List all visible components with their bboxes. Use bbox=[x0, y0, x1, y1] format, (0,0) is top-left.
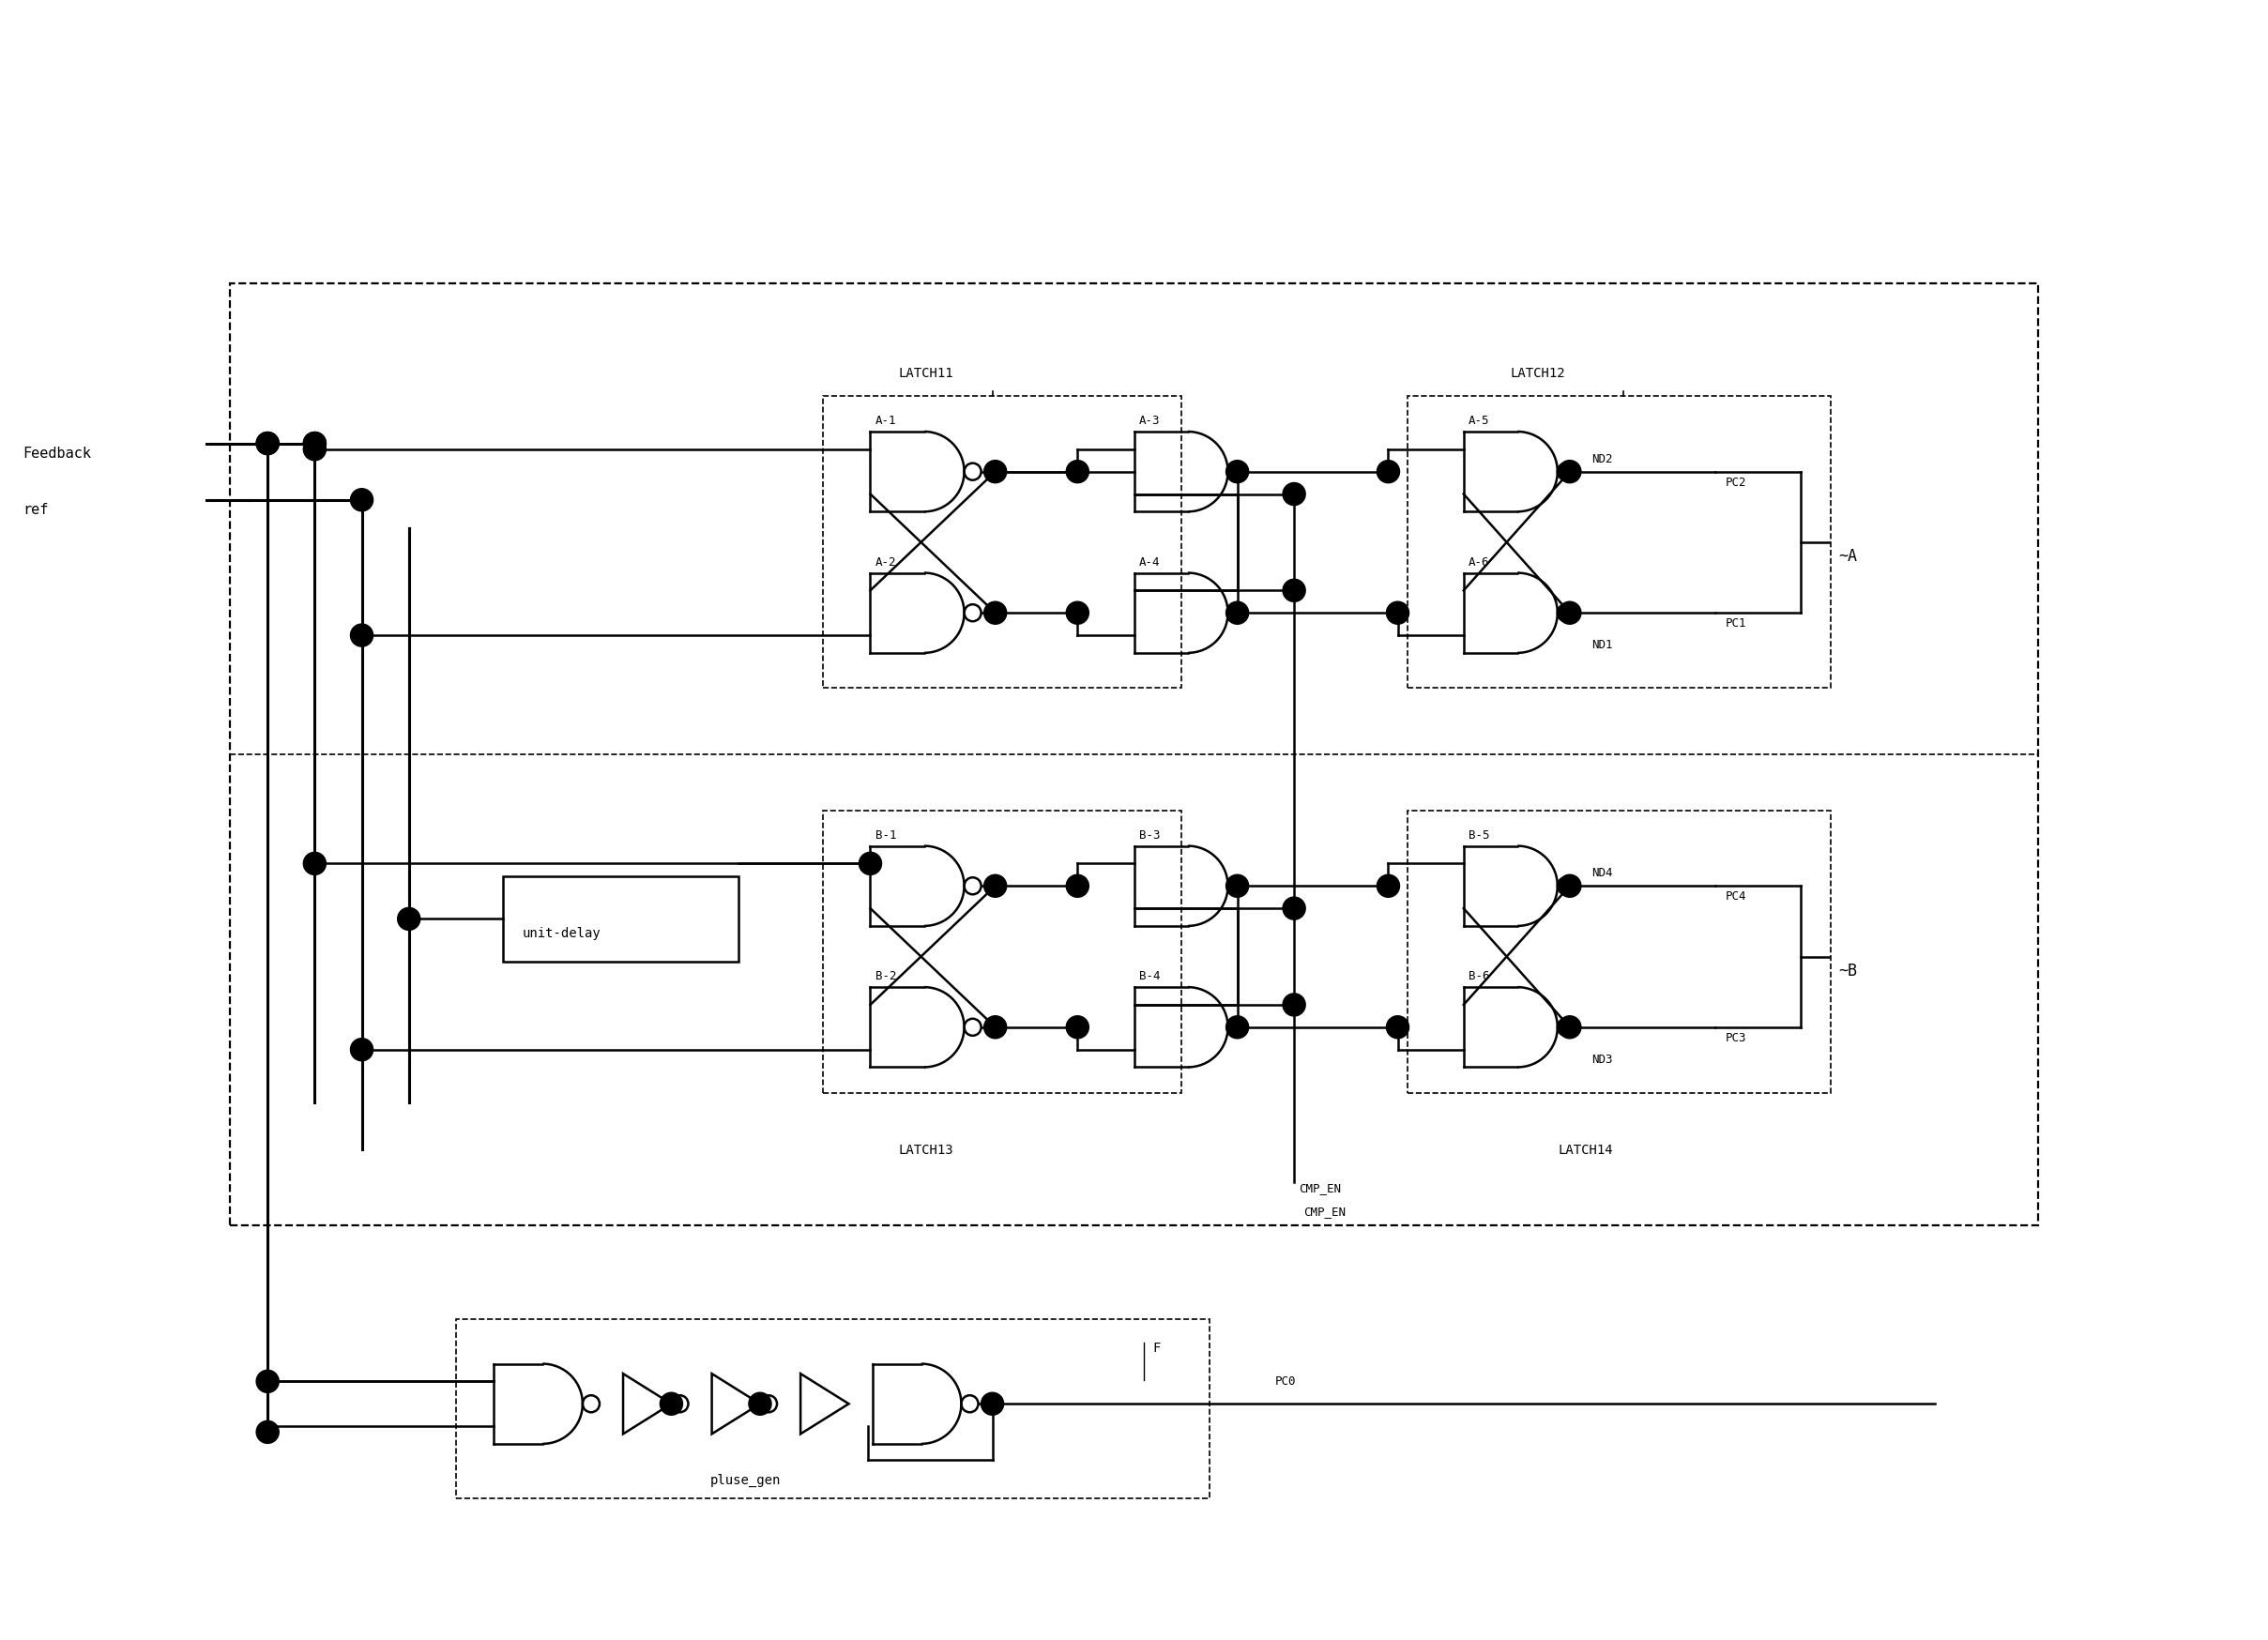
Circle shape bbox=[1227, 874, 1250, 897]
Circle shape bbox=[1558, 874, 1581, 897]
Text: ~B: ~B bbox=[1837, 963, 1857, 979]
Circle shape bbox=[1066, 1015, 1089, 1038]
Circle shape bbox=[748, 1392, 771, 1415]
Circle shape bbox=[304, 431, 327, 454]
Bar bbox=[1406, 397, 1830, 689]
Text: ND1: ND1 bbox=[1592, 640, 1613, 651]
Text: B-3: B-3 bbox=[1139, 828, 1159, 841]
Circle shape bbox=[1558, 461, 1581, 482]
Text: F: F bbox=[1152, 1342, 1161, 1355]
Circle shape bbox=[256, 1369, 279, 1392]
Bar bbox=[823, 810, 1182, 1094]
Text: PC0: PC0 bbox=[1275, 1376, 1297, 1387]
Text: Feedback: Feedback bbox=[23, 446, 91, 461]
Text: A-1: A-1 bbox=[875, 415, 896, 426]
Circle shape bbox=[304, 431, 327, 454]
Text: B-1: B-1 bbox=[875, 828, 896, 841]
Text: LATCH12: LATCH12 bbox=[1510, 367, 1565, 380]
Circle shape bbox=[1377, 874, 1399, 897]
Text: pluse_gen: pluse_gen bbox=[710, 1473, 780, 1487]
Bar bbox=[229, 284, 2039, 1225]
Circle shape bbox=[304, 438, 327, 461]
Circle shape bbox=[1377, 461, 1399, 482]
Text: B-6: B-6 bbox=[1467, 971, 1490, 982]
Circle shape bbox=[1227, 461, 1250, 482]
Text: B-2: B-2 bbox=[875, 971, 896, 982]
Text: B-5: B-5 bbox=[1467, 828, 1490, 841]
Circle shape bbox=[1284, 579, 1306, 602]
Text: ~A: ~A bbox=[1837, 548, 1857, 564]
Circle shape bbox=[256, 431, 279, 454]
Text: A-6: A-6 bbox=[1467, 556, 1490, 567]
Bar bbox=[456, 1319, 1209, 1497]
Circle shape bbox=[1558, 602, 1581, 625]
Circle shape bbox=[256, 431, 279, 454]
Circle shape bbox=[1227, 1015, 1250, 1038]
Circle shape bbox=[397, 907, 420, 930]
Circle shape bbox=[1558, 1015, 1581, 1038]
Text: LATCH14: LATCH14 bbox=[1558, 1145, 1613, 1158]
Text: A-4: A-4 bbox=[1139, 556, 1159, 567]
Text: PC2: PC2 bbox=[1726, 476, 1746, 489]
Text: CMP_EN: CMP_EN bbox=[1300, 1182, 1340, 1196]
Circle shape bbox=[352, 1038, 372, 1061]
Circle shape bbox=[1066, 461, 1089, 482]
Circle shape bbox=[660, 1392, 683, 1415]
Circle shape bbox=[352, 489, 372, 512]
Text: unit-delay: unit-delay bbox=[522, 927, 601, 940]
Circle shape bbox=[352, 623, 372, 646]
Circle shape bbox=[256, 1420, 279, 1443]
Bar bbox=[503, 876, 739, 961]
Text: ND4: ND4 bbox=[1592, 868, 1613, 879]
Bar bbox=[823, 397, 1182, 689]
Text: LATCH11: LATCH11 bbox=[898, 367, 953, 380]
Text: A-5: A-5 bbox=[1467, 415, 1490, 426]
Circle shape bbox=[984, 461, 1007, 482]
Text: PC1: PC1 bbox=[1726, 618, 1746, 630]
Text: A-2: A-2 bbox=[875, 556, 896, 567]
Text: PC4: PC4 bbox=[1726, 891, 1746, 904]
Circle shape bbox=[982, 1392, 1005, 1415]
Circle shape bbox=[1386, 1015, 1408, 1038]
Circle shape bbox=[1066, 874, 1089, 897]
Text: ref: ref bbox=[23, 503, 48, 517]
Text: ND3: ND3 bbox=[1592, 1053, 1613, 1066]
Text: LATCH13: LATCH13 bbox=[898, 1145, 953, 1158]
Circle shape bbox=[984, 1015, 1007, 1038]
Circle shape bbox=[1284, 994, 1306, 1017]
Text: PC3: PC3 bbox=[1726, 1032, 1746, 1045]
Circle shape bbox=[1227, 602, 1250, 625]
Circle shape bbox=[984, 602, 1007, 625]
Text: CMP_EN: CMP_EN bbox=[1304, 1205, 1345, 1219]
Circle shape bbox=[1284, 482, 1306, 505]
Bar bbox=[1406, 810, 1830, 1094]
Circle shape bbox=[860, 853, 882, 874]
Text: B-4: B-4 bbox=[1139, 971, 1159, 982]
Circle shape bbox=[1386, 602, 1408, 625]
Circle shape bbox=[304, 853, 327, 874]
Circle shape bbox=[1066, 602, 1089, 625]
Circle shape bbox=[984, 874, 1007, 897]
Text: ND2: ND2 bbox=[1592, 453, 1613, 466]
Text: A-3: A-3 bbox=[1139, 415, 1159, 426]
Circle shape bbox=[1284, 897, 1306, 920]
